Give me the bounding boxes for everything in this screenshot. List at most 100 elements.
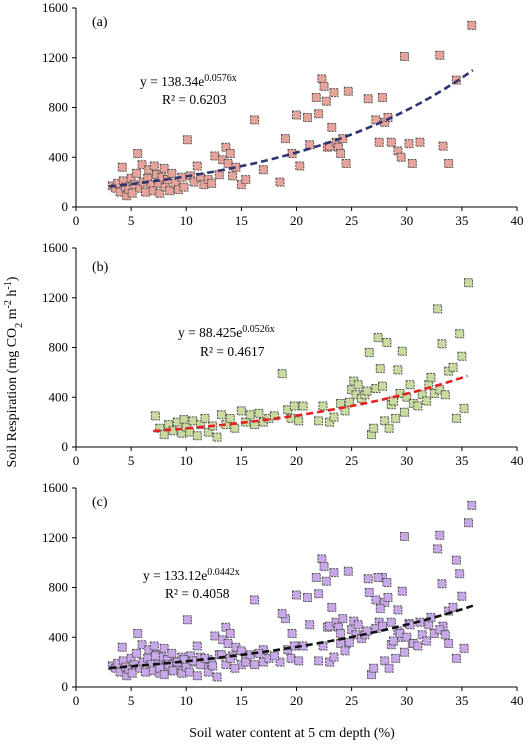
data-point: [402, 632, 412, 642]
data-point: [437, 579, 447, 589]
data-point: [217, 410, 226, 420]
x-tick-label: 15: [235, 453, 248, 468]
data-point: [292, 590, 301, 600]
y-tick-label: 800: [49, 340, 69, 355]
data-point: [141, 187, 150, 197]
y-tick-label: 1200: [42, 530, 68, 545]
data-point: [207, 178, 217, 188]
data-point: [321, 96, 331, 106]
panel-label: (c): [92, 495, 108, 510]
data-point: [373, 573, 383, 582]
data-point: [117, 642, 127, 652]
data-point: [311, 573, 321, 582]
x-tick-label: 30: [400, 213, 413, 228]
data-point: [286, 653, 296, 663]
data-point: [150, 651, 160, 661]
y-axis-title-part: m: [5, 308, 20, 323]
data-point: [455, 569, 465, 579]
data-point: [200, 413, 210, 423]
data-point: [459, 643, 469, 653]
data-point: [400, 647, 409, 657]
data-point: [336, 629, 346, 638]
data-point: [318, 401, 328, 411]
data-point: [344, 637, 354, 647]
data-point: [314, 109, 324, 119]
data-point: [303, 593, 312, 602]
data-point: [329, 88, 339, 98]
data-point: [389, 636, 398, 646]
y-tick-label: 800: [49, 580, 69, 595]
data-point: [159, 430, 169, 440]
y-tick-label: 1600: [42, 0, 68, 15]
data-point: [393, 605, 403, 615]
fit-equation: y = 88.425e0.0526x: [178, 324, 275, 341]
y-tick-label: 400: [49, 629, 69, 644]
data-point: [250, 595, 260, 605]
y-tick-label: 400: [49, 389, 69, 404]
y-axis-title-part: ): [5, 276, 20, 281]
data-point: [341, 159, 351, 168]
data-point: [311, 93, 321, 102]
x-tick-label: 25: [345, 693, 358, 708]
data-point: [210, 151, 220, 161]
x-tick-label: 0: [73, 213, 80, 228]
data-point: [225, 629, 235, 638]
data-point: [413, 401, 423, 411]
y-tick-label: 0: [62, 439, 69, 454]
data-point: [149, 641, 159, 651]
data-point: [314, 656, 324, 666]
data-point: [159, 670, 169, 680]
data-point: [413, 641, 423, 651]
data-point: [159, 643, 169, 653]
data-point: [287, 629, 297, 638]
data-point: [433, 304, 443, 314]
x-tick-label: 20: [290, 693, 303, 708]
data-point: [292, 110, 301, 120]
data-point: [455, 329, 465, 339]
data-point: [277, 369, 287, 379]
y-tick-label: 1200: [42, 50, 68, 65]
data-point: [382, 338, 392, 347]
data-point: [327, 602, 337, 612]
data-point: [250, 660, 260, 670]
y-axis-title-part: h: [5, 290, 20, 301]
data-point: [422, 396, 432, 406]
data-point: [369, 423, 379, 433]
data-point: [303, 113, 312, 122]
y-tick-label: 1600: [42, 240, 68, 255]
data-point: [225, 149, 235, 158]
data-point: [373, 333, 383, 343]
panel-b: 0 400 800 1200 1600 0 5 10 15 20 25 30 35 40 (b) y = 88…: [42, 240, 524, 468]
data-point: [338, 614, 348, 624]
data-point: [362, 386, 372, 396]
x-axis-title: Soil water content at 5 cm depth (%): [189, 726, 395, 741]
data-point: [440, 630, 450, 640]
data-point: [444, 159, 454, 168]
x-tick-label: 15: [235, 213, 248, 228]
data-point: [424, 620, 434, 630]
data-point: [270, 651, 279, 661]
x-tick-label: 10: [180, 213, 193, 228]
data-point: [294, 416, 304, 426]
data-point: [230, 423, 240, 433]
y-tick-label: 0: [62, 199, 69, 214]
data-point: [426, 372, 436, 382]
data-point: [179, 415, 189, 425]
data-point: [467, 500, 477, 510]
x-tick-label: 30: [400, 453, 413, 468]
x-tick-label: 30: [400, 693, 413, 708]
x-tick-label: 10: [180, 453, 193, 468]
data-point: [415, 137, 425, 147]
data-point: [407, 159, 417, 168]
data-point: [369, 663, 379, 673]
data-point: [386, 617, 396, 627]
fit-equation: y = 133.12e0.0442x: [143, 567, 240, 584]
data-point: [212, 672, 222, 682]
x-tick-label: 0: [73, 453, 80, 468]
data-point: [277, 609, 287, 619]
data-point: [167, 648, 177, 658]
data-point: [400, 407, 409, 417]
data-point: [440, 390, 450, 400]
data-point: [208, 661, 218, 671]
